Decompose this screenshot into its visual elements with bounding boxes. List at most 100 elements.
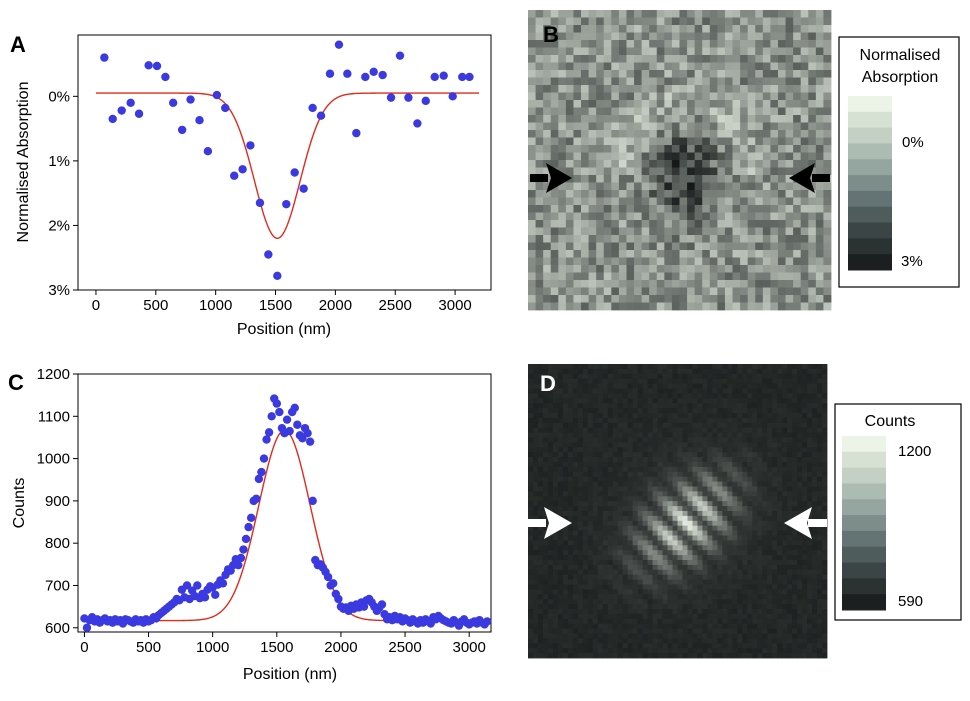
panel-b-colorbar-step <box>848 111 892 129</box>
panel-a-data-point <box>134 109 144 118</box>
panel-a-data-point <box>290 168 299 177</box>
panel-c-data-point <box>211 590 220 599</box>
panel-b-colorbar-title-line2: Absorption <box>862 69 939 86</box>
panel-c-ticks: 0 500 1000 1500 2000 2500 3000 600 700 800 900 1000… <box>37 366 486 656</box>
panel-a-data-point <box>177 125 187 135</box>
panel-c-points <box>80 394 492 632</box>
panel-label-a: A <box>10 32 26 57</box>
panel-c-fit-curve <box>84 429 489 622</box>
panel-a-data-point <box>430 72 439 82</box>
panel-d-colorbar-step <box>842 594 886 611</box>
panel-c-data-point <box>264 428 274 437</box>
panel-c-data-point <box>259 454 269 463</box>
panel-a-y-tick-label: 3% <box>48 282 70 299</box>
panel-b-colorbar-step <box>848 127 892 144</box>
panel-a-x-tick-label: 0 <box>92 297 100 314</box>
panel-c-data-point <box>236 553 246 563</box>
panel-a-data-point <box>108 114 117 124</box>
panel-a-data-point <box>343 69 352 78</box>
panel-c-data-point <box>193 581 202 590</box>
panel-c-x-tick-label: 2500 <box>388 639 421 656</box>
panel-a-x-tick-label: 1500 <box>259 297 292 314</box>
panel-a-ticks: 0 500 1000 1500 2000 2500 3000 0% 1% 2% 3% <box>48 88 471 314</box>
panel-a-data-point <box>378 70 387 80</box>
panel-d-colorbar-step <box>842 515 886 532</box>
panel-c-data-point <box>182 581 192 590</box>
panel-c-data-point <box>377 600 387 609</box>
panel-c-data-point <box>282 415 292 424</box>
panel-a-chart: A 0 500 1000 1500 2000 2500 3000 0% 1% 2% 3% Posit… <box>10 32 492 338</box>
panel-d-colorbar-step <box>842 562 886 579</box>
panel-a-data-point <box>316 111 326 120</box>
panel-c-data-point <box>303 429 312 438</box>
panel-a-data-point <box>186 95 195 104</box>
panel-label-b: B <box>543 22 559 47</box>
panel-c-data-point <box>290 403 299 413</box>
panel-label-c: C <box>8 370 24 395</box>
panel-c-data-point <box>272 399 282 408</box>
panel-b-colorbar-step <box>848 190 892 208</box>
panel-c-data-point <box>82 623 92 632</box>
panel-c-x-tick-label: 1500 <box>260 639 293 656</box>
panel-c-data-point <box>246 513 256 523</box>
panel-d-right-arrow <box>784 507 827 539</box>
panel-a-data-point <box>168 98 178 107</box>
panel-c-data-point <box>239 545 248 554</box>
panel-c-data-point <box>218 579 228 588</box>
panel-b-colorbar-title-line1: Normalised <box>860 47 941 64</box>
panel-c-data-point <box>359 602 369 611</box>
panel-a-data-point <box>413 119 422 128</box>
panel-a-points <box>100 40 474 280</box>
panel-d-colorbar-scale <box>842 436 886 611</box>
panel-b-colorbar-step <box>848 159 892 176</box>
panel-c-chart: C 0 500 1000 1500 2000 2500 3000 600 700 800 900 10… <box>8 366 492 683</box>
panel-a-x-axis-label: Position (nm) <box>237 321 331 338</box>
panel-d-colorbar-step <box>842 499 886 516</box>
panel-c-data-point <box>234 560 243 570</box>
panel-d-colorbar-step <box>842 546 886 564</box>
panel-c-data-point <box>252 494 261 503</box>
panel-a-y-tick-label: 1% <box>48 153 70 170</box>
panel-c-data-point <box>275 407 284 417</box>
panel-a-data-point <box>212 90 222 100</box>
panel-a-data-point <box>117 106 126 115</box>
panel-a-data-point <box>458 72 467 82</box>
panel-a-data-point <box>161 72 170 82</box>
panel-c-data-point <box>298 434 307 443</box>
panel-a-data-point <box>421 96 430 106</box>
panel-c-data-point <box>323 572 333 582</box>
panel-c-x-axis-label: Position (nm) <box>243 666 337 683</box>
panel-a-data-point <box>395 51 405 60</box>
panel-c-data-point <box>241 534 251 544</box>
panel-a-data-point <box>334 40 344 49</box>
panel-d-colorbar-step <box>842 451 886 469</box>
panel-a-x-tick-label: 500 <box>143 297 168 314</box>
panel-b-colorbar-step <box>848 238 892 255</box>
panel-a-data-point <box>100 53 109 62</box>
panel-a-y-tick-label: 0% <box>48 88 70 105</box>
panel-a-data-point <box>238 165 247 174</box>
panel-c-y-axis-label: Counts <box>11 478 28 529</box>
panel-a-data-point <box>299 184 308 193</box>
panel-a-data-point <box>325 69 335 78</box>
panel-d-colorbar-step <box>842 530 886 548</box>
panel-a-data-point <box>352 128 361 138</box>
panel-d-counts-image <box>528 364 828 659</box>
panel-b-colorbar-label-top: 0% <box>902 134 924 151</box>
panel-c-x-tick-label: 3000 <box>453 639 486 656</box>
panel-d-image: D Counts 1200 590 <box>528 364 962 659</box>
panel-c-data-point <box>293 420 302 429</box>
panel-a-data-point <box>255 198 265 208</box>
panel-a-data-point <box>246 141 255 150</box>
panel-b-right-arrow <box>789 163 830 193</box>
panel-d-colorbar-label-bottom: 590 <box>898 593 923 610</box>
panel-a-fit-curve <box>95 92 480 239</box>
panel-a-data-point <box>144 61 153 70</box>
panel-b-image: B Normalised Absorption 0% 3% <box>528 10 960 311</box>
panel-a-data-point <box>369 67 378 76</box>
panel-c-data-point <box>257 467 266 477</box>
panel-c-y-tick-label: 1200 <box>37 366 70 383</box>
panel-b-colorbar-scale <box>848 96 892 271</box>
panel-c-y-tick-label: 900 <box>45 493 70 510</box>
